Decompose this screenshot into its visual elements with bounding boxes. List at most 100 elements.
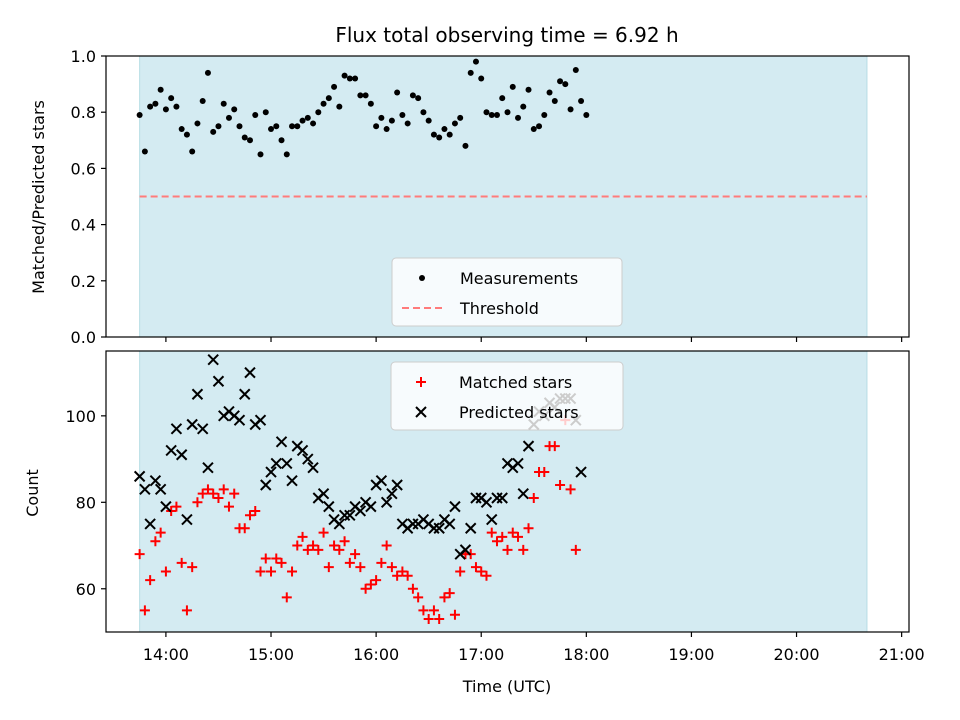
data-point: [297, 531, 308, 542]
data-point: [246, 137, 253, 144]
data-point: [388, 117, 395, 124]
data-point: [189, 148, 196, 155]
data-point: [373, 123, 380, 130]
data-point: [323, 500, 335, 513]
legend-marker: [415, 406, 427, 418]
data-point: [446, 131, 453, 138]
data-point: [523, 523, 534, 534]
ratio-panel: 0.0 0.2 0.4 0.6 0.8 1.0 Measurements Threshold: [71, 47, 910, 347]
data-point: [449, 609, 460, 620]
data-point: [168, 95, 175, 102]
data-point: [497, 531, 508, 542]
data-point: [575, 466, 587, 478]
data-point: [296, 444, 309, 457]
data-point: [478, 75, 485, 82]
data-point: [499, 95, 506, 102]
data-point: [270, 457, 282, 470]
data-point: [239, 388, 251, 400]
y-tick-label: 0.2: [71, 272, 96, 291]
data-point: [176, 557, 187, 568]
data-point: [470, 562, 481, 573]
data-point: [513, 531, 524, 542]
series-predicted-stars: [133, 353, 587, 560]
x-tick-label: 18:00: [563, 645, 609, 664]
data-point: [233, 414, 246, 426]
data-point: [404, 120, 411, 127]
data-point: [218, 484, 229, 495]
data-point: [418, 605, 429, 616]
data-point: [439, 592, 450, 603]
data-point: [160, 566, 171, 577]
data-point: [407, 583, 418, 594]
data-point: [262, 109, 269, 116]
data-point: [320, 100, 327, 107]
data-point: [147, 103, 154, 110]
data-point: [325, 95, 332, 102]
data-point: [304, 114, 311, 121]
y-tick-label: 1.0: [71, 47, 96, 66]
data-point: [344, 509, 356, 521]
data-point: [244, 510, 255, 521]
data-point: [488, 112, 495, 119]
data-point: [376, 557, 387, 568]
legend-marker: [419, 275, 425, 281]
data-point: [308, 540, 319, 551]
data-point: [449, 500, 461, 513]
data-point: [239, 523, 250, 534]
data-point: [215, 123, 222, 130]
data-point: [536, 123, 543, 130]
data-point: [207, 353, 219, 366]
data-point: [165, 444, 177, 457]
data-point: [162, 106, 169, 113]
data-point: [170, 423, 183, 435]
data-point: [350, 549, 361, 560]
data-point: [430, 131, 437, 138]
data-point: [415, 95, 422, 102]
data-point: [149, 474, 162, 487]
data-point: [572, 67, 579, 74]
data-point: [252, 112, 259, 119]
data-point: [273, 123, 280, 130]
data-point: [157, 86, 164, 93]
data-point: [315, 109, 322, 116]
data-point: [420, 109, 427, 116]
legend: Measurements Threshold: [391, 257, 623, 327]
x-tick-label: 19:00: [668, 645, 714, 664]
data-point: [152, 100, 159, 107]
data-point: [354, 505, 367, 517]
data-point: [139, 483, 151, 496]
data-point: [266, 566, 277, 577]
legend-box: [391, 257, 623, 327]
data-point: [183, 131, 190, 138]
data-point: [355, 562, 366, 573]
data-point: [313, 544, 324, 555]
data-point: [541, 112, 548, 119]
data-point: [378, 114, 385, 121]
data-point: [134, 549, 145, 560]
data-point: [299, 117, 306, 124]
data-point: [375, 474, 388, 487]
data-point: [481, 570, 492, 581]
data-point: [208, 488, 219, 499]
data-point: [486, 527, 497, 538]
x-tick-label: 16:00: [353, 645, 399, 664]
data-point: [323, 562, 334, 573]
data-point: [346, 75, 353, 82]
data-point: [507, 527, 518, 538]
data-point: [260, 553, 271, 564]
data-point: [173, 103, 180, 110]
data-point: [441, 126, 448, 133]
data-point: [578, 97, 585, 104]
data-point: [212, 375, 225, 387]
y-tick-label: 0.8: [71, 103, 96, 122]
data-point: [436, 134, 443, 141]
legend-label: Matched stars: [459, 373, 572, 392]
y-tick-label: 0.4: [71, 216, 96, 235]
data-point: [336, 103, 343, 110]
data-point: [254, 414, 267, 426]
data-point: [391, 479, 403, 491]
data-point: [225, 114, 232, 121]
data-point: [257, 151, 264, 158]
data-point: [517, 487, 529, 500]
axes-frame: [105, 350, 910, 633]
